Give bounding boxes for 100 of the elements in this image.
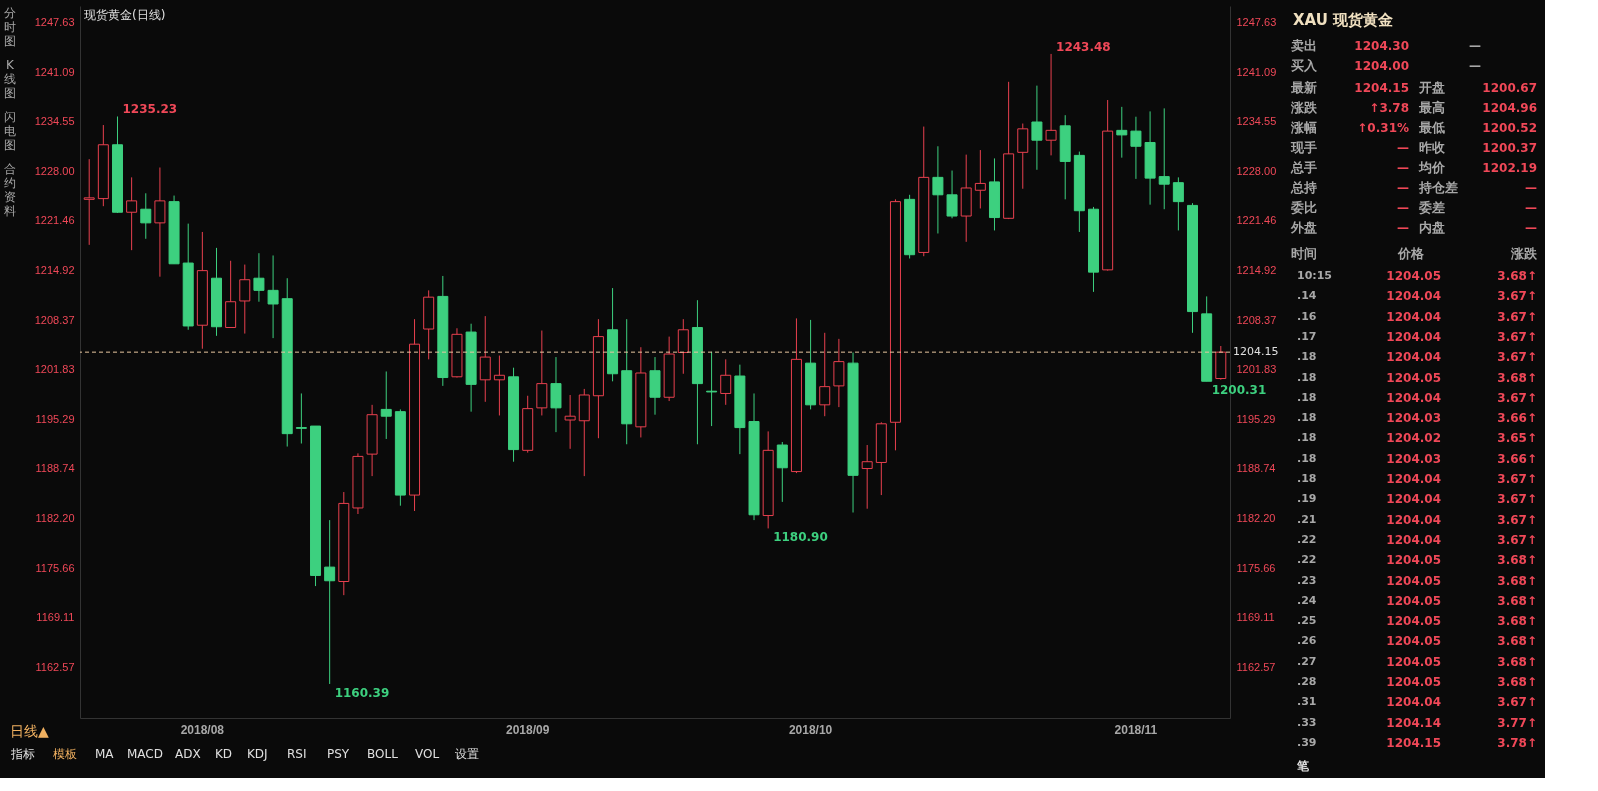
y2-tick-label: 1234.55	[1236, 115, 1277, 128]
text: 日线▲	[10, 723, 49, 739]
text: 1200.52	[1482, 121, 1537, 135]
chart-title: 现货黄金(日线)	[84, 8, 166, 22]
y-tick-label: 1188.74	[35, 462, 75, 475]
y2-tick-label: 1188.74	[1236, 462, 1276, 475]
y-tick-label: 1195.29	[35, 412, 75, 425]
text: .23	[1297, 573, 1317, 587]
candlestick	[493, 355, 505, 416]
candlestick	[1172, 176, 1184, 231]
candlestick	[83, 158, 95, 246]
text: 3.77↑	[1497, 715, 1537, 730]
y2-tick-label: 1214.92	[1236, 263, 1277, 276]
text: 设置	[455, 747, 479, 761]
text: .31	[1297, 695, 1317, 709]
candlestick	[140, 192, 152, 240]
y-tick-label: 1162.57	[35, 660, 75, 673]
text: —	[1469, 39, 1481, 53]
y-tick-label: 1182.20	[35, 512, 75, 525]
y-tick-label: 1221.46	[34, 214, 75, 227]
text: 1204.14	[1386, 715, 1441, 730]
candlestick	[267, 254, 279, 339]
text: 3.66↑	[1497, 451, 1537, 466]
text: 最低	[1418, 120, 1445, 135]
text: 指标	[10, 747, 35, 761]
y2-tick-label: 1228.00	[1236, 164, 1277, 177]
text: 1204.04	[1386, 390, 1441, 405]
text: —	[1397, 141, 1409, 155]
text: 1204.05	[1386, 614, 1441, 629]
text: .19	[1297, 492, 1317, 506]
text: 1204.05	[1386, 573, 1441, 588]
y-tick-label: 1175.66	[35, 561, 75, 574]
candlestick	[776, 441, 788, 503]
candlestick	[946, 170, 958, 219]
candlestick	[295, 392, 307, 445]
text: 1204.03	[1386, 411, 1441, 426]
text: 1204.04	[1386, 492, 1441, 507]
candlestick	[324, 519, 336, 685]
text: 均价	[1418, 160, 1446, 175]
text: 3.67↑	[1497, 532, 1537, 547]
text: 3.65↑	[1497, 431, 1537, 446]
y-tick-label: 1247.63	[34, 15, 75, 28]
y-tick-label: 1169.11	[36, 611, 75, 624]
text: 1204.00	[1354, 59, 1409, 73]
text: .14	[1297, 289, 1317, 303]
text: 价格	[1397, 246, 1425, 261]
candlestick	[720, 358, 732, 406]
text: 1204.02	[1386, 431, 1441, 446]
text: 总持	[1290, 180, 1317, 195]
text: .18	[1297, 390, 1317, 404]
text: 1204.05	[1386, 654, 1441, 669]
text: 买入	[1291, 58, 1318, 73]
text: 1204.05	[1386, 634, 1441, 649]
x-tick-label: 2018/11	[1114, 722, 1158, 737]
text: 委差	[1418, 200, 1445, 215]
candlestick	[706, 351, 718, 427]
y-tick-label: 1208.37	[34, 313, 75, 326]
text: ADX	[175, 747, 201, 761]
candlestick	[154, 167, 166, 278]
text: 模板	[53, 747, 77, 761]
y2-tick-label: 1221.46	[1236, 214, 1277, 227]
text: 时间	[1291, 246, 1317, 261]
candlestick	[1158, 107, 1170, 210]
text: 1204.05	[1386, 553, 1441, 568]
text: MA	[95, 747, 115, 761]
text: PSY	[327, 747, 350, 761]
text: ↑3.78	[1369, 101, 1409, 115]
text: 3.68↑	[1497, 593, 1537, 608]
text: 1204.04	[1386, 695, 1441, 710]
text: 10:15	[1297, 269, 1333, 282]
text: K线图	[4, 58, 16, 100]
text: .24	[1297, 593, 1317, 607]
annotation: 1180.90	[773, 530, 828, 545]
candlestick	[253, 252, 265, 303]
text: 1202.19	[1482, 161, 1537, 175]
text: 涨跌	[1290, 100, 1318, 115]
text: .26	[1297, 634, 1317, 648]
candlestick	[974, 149, 986, 209]
y2-tick-label: 1208.37	[1236, 313, 1277, 326]
text: .16	[1297, 309, 1317, 323]
text: 持仓差	[1418, 180, 1458, 195]
candlestick	[239, 264, 251, 335]
y2-tick-label: 1241.09	[1236, 65, 1277, 78]
text: 1204.05	[1386, 269, 1441, 283]
text: —	[1397, 181, 1409, 195]
text: .18	[1297, 411, 1317, 425]
y2-tick-label: 1175.66	[1236, 561, 1276, 574]
text: 3.68↑	[1497, 269, 1537, 283]
text: 3.67↑	[1497, 350, 1537, 365]
text: .39	[1297, 735, 1317, 749]
text: 1204.15	[1386, 735, 1441, 750]
text: 3.68↑	[1497, 553, 1537, 568]
candlestick	[564, 394, 576, 450]
text: 涨幅	[1290, 120, 1317, 135]
text: 1204.04	[1386, 472, 1441, 486]
text: 1204.15	[1354, 81, 1409, 95]
text: —	[1469, 59, 1481, 73]
text: 1204.96	[1482, 101, 1537, 115]
text: 1204.04	[1386, 289, 1441, 304]
text: .28	[1297, 675, 1317, 688]
